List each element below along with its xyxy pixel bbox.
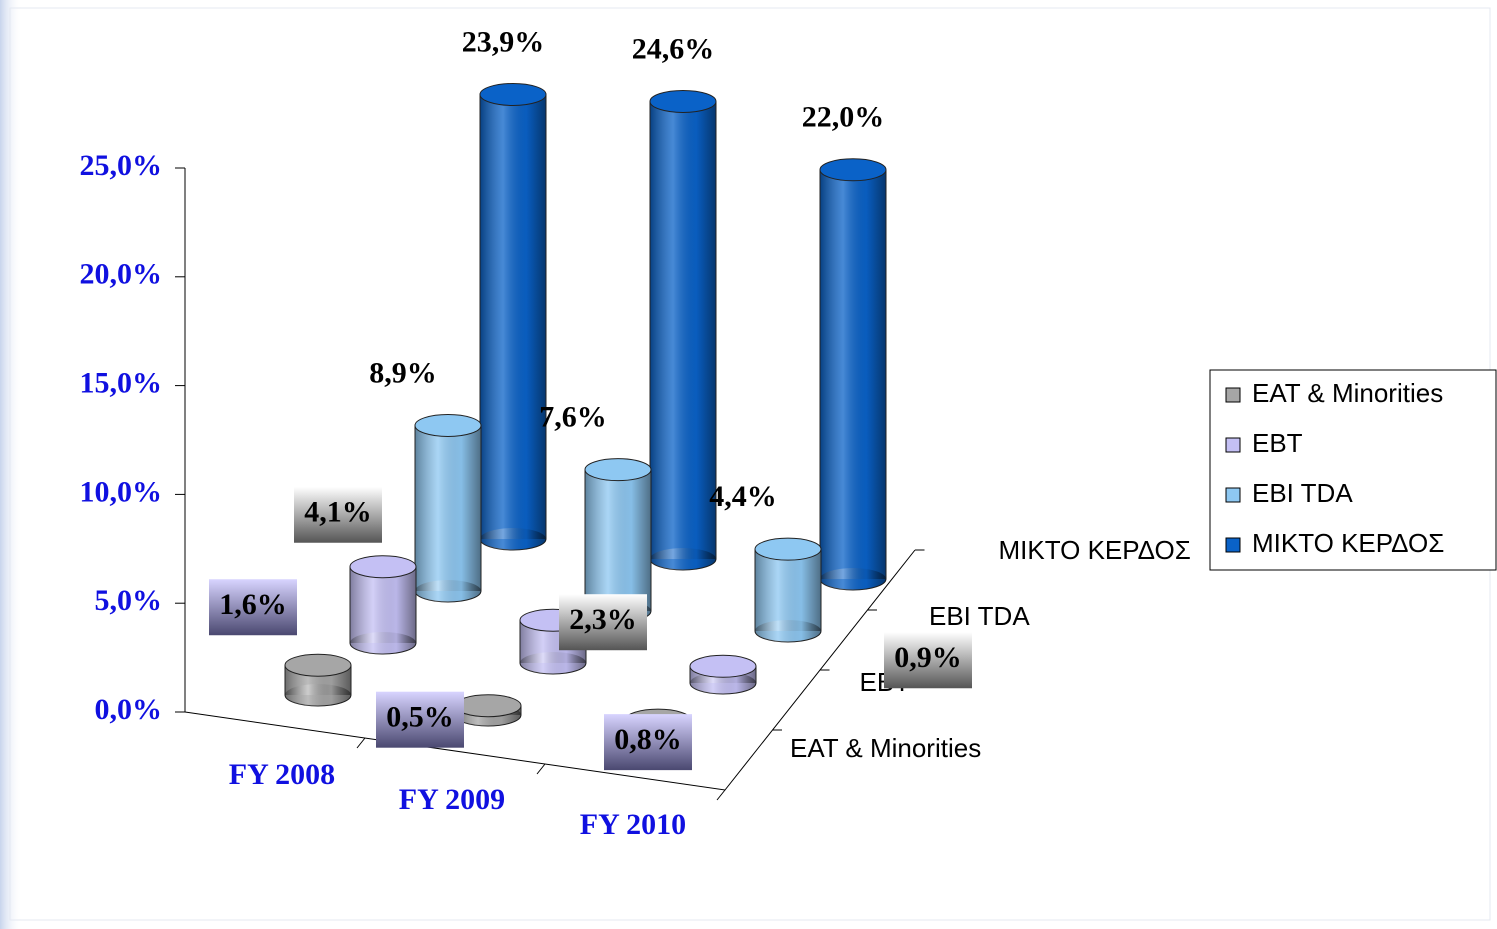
cylinder-bottom-front [690, 672, 756, 694]
value-label: 4,1% [304, 496, 372, 529]
value-label: 0,5% [386, 701, 454, 734]
cylinder-shade [415, 425, 481, 591]
cylinder-top [454, 694, 522, 718]
depth-label: EAT & Minorities [790, 733, 981, 763]
x-tick-label: FY 2008 [229, 758, 335, 791]
cylinder-bottom-front [520, 652, 586, 674]
cylinder-top [819, 158, 887, 182]
cylinder-shade [650, 101, 716, 559]
y-tick-label: 25,0% [80, 149, 163, 182]
cylinder-top [754, 537, 822, 561]
x-tick [716, 789, 726, 801]
cylinder-bottom-front [415, 580, 481, 602]
x-tick [356, 737, 366, 749]
value-label: 8,9% [369, 356, 437, 389]
label-box [884, 632, 972, 689]
value-label: 7,6% [539, 401, 607, 434]
cylinder-top [649, 89, 717, 113]
depth-label: ΜΙΚΤΟ ΚΕΡΔΟΣ [999, 535, 1191, 565]
background-edge [0, 0, 22, 929]
cylinder [584, 458, 652, 623]
label-box [209, 579, 297, 636]
cylinder-shade [350, 566, 416, 643]
x-tick-label: FY 2009 [399, 783, 505, 816]
y-tick-label: 20,0% [80, 258, 163, 291]
cylinder [349, 555, 417, 655]
label-box [559, 594, 647, 651]
value-label: 0,9% [894, 641, 962, 674]
legend-label: ΜΙΚΤΟ ΚΕΡΔΟΣ [1252, 528, 1444, 558]
label-box [376, 691, 464, 748]
cylinder [454, 694, 522, 727]
y-tick-label: 15,0% [80, 366, 163, 399]
value-label: 0,8% [614, 723, 682, 756]
cylinder [479, 82, 547, 551]
legend-swatch [1225, 537, 1241, 553]
value-label: 2,3% [569, 603, 637, 636]
cylinder-bottom-front [650, 548, 716, 570]
cylinder-shade [820, 169, 886, 580]
legend-label: EBI TDA [1252, 478, 1353, 508]
cylinder-shade [585, 469, 651, 611]
cylinder [649, 89, 717, 571]
cylinder-top [479, 82, 547, 106]
cylinder [819, 158, 887, 591]
cylinder-top [284, 653, 352, 677]
depth-label: EBI TDA [929, 601, 1030, 631]
value-label: 24,6% [632, 32, 715, 65]
cylinder-top [689, 654, 757, 678]
cylinder-bottom-front [755, 620, 821, 642]
legend-swatch [1225, 487, 1241, 503]
label-box [294, 486, 382, 543]
value-label: 1,6% [219, 588, 287, 621]
cylinder-shade [480, 94, 546, 540]
legend-label: EBT [1252, 428, 1303, 458]
legend-swatch [1225, 387, 1241, 403]
cylinder-shade [755, 549, 821, 631]
x-tick-label: FY 2010 [580, 808, 686, 841]
cylinder [689, 654, 757, 695]
cylinder-top [584, 458, 652, 482]
legend-swatch [1225, 437, 1241, 453]
cylinder-bottom-front [820, 568, 886, 590]
cylinder-bottom-front [285, 684, 351, 706]
legend-label: EAT & Minorities [1252, 378, 1443, 408]
y-tick-label: 5,0% [95, 584, 163, 617]
cylinder-top [349, 555, 417, 579]
cylinder-top [414, 413, 482, 437]
y-tick-label: 0,0% [95, 693, 163, 726]
label-box [604, 714, 692, 771]
cylinder [414, 413, 482, 603]
value-label: 22,0% [802, 101, 885, 134]
cylinder-bottom-front [480, 528, 546, 550]
y-tick-label: 10,0% [80, 475, 163, 508]
value-label: 4,4% [709, 480, 777, 513]
cylinder [284, 653, 352, 707]
cylinder [754, 537, 822, 643]
legend [1209, 369, 1497, 571]
value-label: 23,9% [462, 25, 545, 58]
cylinder-bottom-front [350, 632, 416, 654]
x-tick [536, 763, 546, 775]
